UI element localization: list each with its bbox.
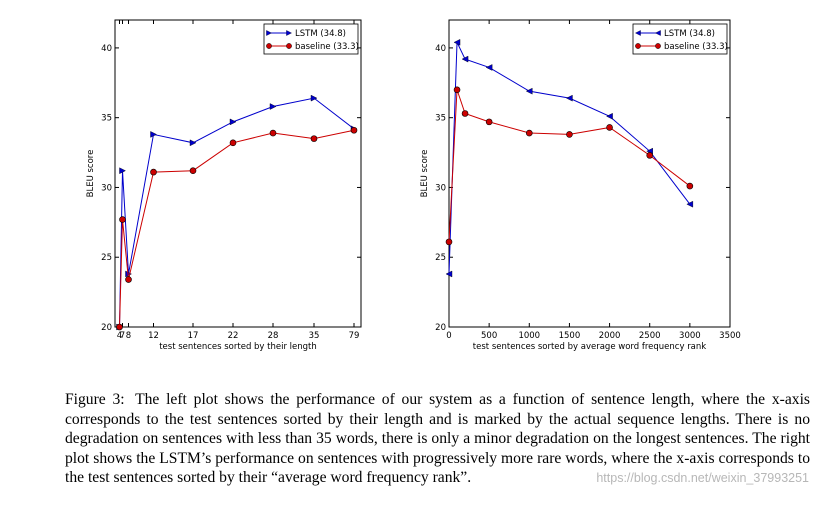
x-tick-label: 2000 bbox=[599, 331, 621, 341]
caption-text: The left plot shows the performance of o… bbox=[65, 391, 810, 486]
x-axis-label: test sentences sorted by their length bbox=[159, 342, 317, 352]
figure-charts: 20 25 30 35 40 47 8 12 17 22 28 35 79 test sentences … bbox=[86, 19, 741, 352]
legend-label-baseline: baseline (33.3) bbox=[295, 42, 359, 52]
x-axis-label: test sentences sorted by average word fr… bbox=[473, 342, 706, 352]
x-tick-label: 0 bbox=[446, 331, 451, 341]
data-point-lstm bbox=[229, 118, 237, 126]
x-tick-label: 35 bbox=[309, 331, 320, 341]
y-tick-label: 20 bbox=[101, 323, 112, 333]
x-tick-label: 17 bbox=[188, 331, 199, 341]
data-point-lstm bbox=[485, 64, 493, 71]
data-point-baseline bbox=[119, 216, 126, 223]
legend-label-lstm: LSTM (34.8) bbox=[295, 29, 346, 39]
legend-marker-lstm bbox=[286, 30, 292, 36]
data-point-lstm bbox=[686, 200, 694, 208]
y-tick-label: 35 bbox=[435, 114, 446, 124]
left-chart: 20 25 30 35 40 47 8 12 17 22 28 35 79 test sentences … bbox=[86, 19, 362, 352]
legend-label-lstm: LSTM (34.8) bbox=[664, 29, 715, 39]
data-point-baseline bbox=[686, 182, 694, 190]
x-tick-label: 1500 bbox=[559, 331, 581, 341]
data-point-baseline bbox=[646, 152, 654, 159]
y-axis-label: BLEU score bbox=[420, 150, 430, 198]
data-point-baseline bbox=[445, 238, 453, 246]
y-tick-label: 30 bbox=[101, 183, 112, 193]
legend-marker-baseline bbox=[266, 43, 272, 49]
right-chart: 20 25 30 35 40 0 500 1000 1500 2000 2500 3000 3500 te… bbox=[420, 19, 741, 352]
x-tick-label: 12 bbox=[148, 331, 159, 341]
y-tick-label: 25 bbox=[435, 253, 446, 263]
watermark: https://blog.csdn.net/weixin_37993251 bbox=[596, 471, 809, 485]
y-tick-label: 30 bbox=[435, 183, 446, 193]
y-tick-label: 35 bbox=[101, 114, 112, 124]
data-point-lstm bbox=[119, 167, 126, 175]
y-tick-label: 40 bbox=[101, 44, 112, 54]
y-axis-label: BLEU score bbox=[86, 150, 96, 198]
data-point-lstm bbox=[445, 270, 453, 278]
data-point-baseline bbox=[229, 139, 237, 147]
legend-box bbox=[263, 23, 359, 55]
data-point-baseline bbox=[150, 168, 157, 176]
caption-lead: Figure 3: bbox=[65, 391, 125, 408]
data-point-baseline bbox=[269, 129, 277, 137]
series-line-baseline bbox=[119, 129, 355, 328]
x-tick-label: 28 bbox=[268, 331, 279, 341]
x-tick-label: 22 bbox=[228, 331, 239, 341]
legend-marker-lstm bbox=[635, 30, 641, 36]
y-tick-label: 40 bbox=[435, 44, 446, 54]
data-point-lstm bbox=[461, 55, 469, 63]
x-tick-label: 500 bbox=[481, 331, 497, 341]
data-point-lstm bbox=[525, 87, 533, 95]
data-point-baseline bbox=[461, 110, 469, 117]
data-point-baseline bbox=[116, 323, 123, 331]
data-point-baseline bbox=[525, 129, 533, 137]
x-tick-label: 3000 bbox=[679, 331, 701, 341]
data-point-baseline bbox=[189, 167, 197, 175]
legend-marker-lstm bbox=[655, 30, 661, 36]
x-tick-label: 1000 bbox=[518, 331, 540, 341]
data-point-baseline bbox=[350, 126, 358, 134]
y-tick-label: 25 bbox=[101, 253, 112, 263]
legend-marker-baseline bbox=[635, 43, 641, 49]
x-tick-label: 8 bbox=[126, 331, 131, 341]
plot-frame bbox=[448, 19, 731, 328]
data-point-baseline bbox=[606, 124, 613, 131]
data-point-lstm bbox=[189, 139, 197, 147]
data-point-lstm bbox=[565, 94, 573, 102]
data-point-baseline bbox=[125, 276, 132, 283]
data-point-lstm bbox=[310, 94, 318, 102]
data-point-baseline bbox=[566, 131, 573, 138]
data-point-baseline bbox=[485, 118, 493, 126]
plot-frame bbox=[114, 19, 362, 328]
series-line-baseline bbox=[448, 89, 691, 242]
x-tick-label: 3500 bbox=[719, 331, 741, 341]
data-point-baseline bbox=[453, 86, 461, 94]
legend-box bbox=[632, 23, 728, 55]
legend-marker-baseline bbox=[655, 43, 661, 49]
data-point-lstm bbox=[453, 39, 461, 46]
data-point-baseline bbox=[310, 135, 318, 142]
figure-caption: Figure 3: The left plot shows the perfor… bbox=[65, 390, 810, 488]
x-tick-label: 7 bbox=[120, 331, 125, 341]
x-tick-label: 4 bbox=[117, 331, 122, 341]
legend-marker-baseline bbox=[286, 43, 292, 49]
data-point-lstm bbox=[606, 112, 613, 120]
y-tick-label: 20 bbox=[435, 323, 446, 333]
x-tick-label: 79 bbox=[349, 331, 360, 341]
series-line-lstm bbox=[119, 97, 355, 328]
data-point-lstm bbox=[150, 131, 157, 138]
legend-label-baseline: baseline (33.3) bbox=[664, 42, 728, 52]
data-point-lstm bbox=[269, 103, 277, 110]
x-tick-label: 2500 bbox=[639, 331, 661, 341]
legend-marker-lstm bbox=[266, 30, 272, 36]
